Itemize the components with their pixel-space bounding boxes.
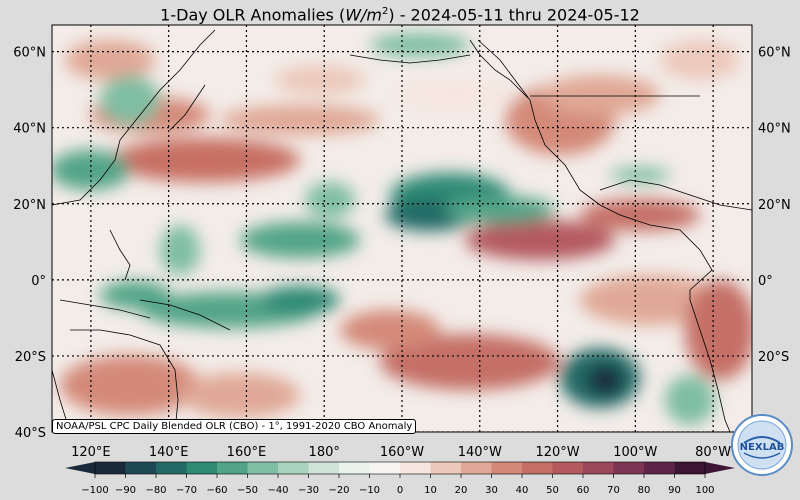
lat-label-left: 40°S <box>15 426 46 441</box>
colorbar-tick-label: 60 <box>577 485 590 496</box>
lon-label: 140°E <box>149 445 189 460</box>
data-source-credit: NOAA/PSL CPC Daily Blended OLR (CBO) - 1… <box>52 419 417 434</box>
colorbar-segment <box>583 462 614 474</box>
colorbar-segment <box>430 462 462 474</box>
colorbar-tick-label: 100 <box>695 485 714 496</box>
lon-label: 80°W <box>695 445 731 460</box>
colorbar-segment <box>339 462 370 474</box>
lat-label-left: 20°S <box>15 350 46 365</box>
lat-label-right: 40°N <box>758 122 791 137</box>
colorbar-tick-label: 10 <box>424 485 437 496</box>
colorbar-segment <box>369 462 401 474</box>
colorbar-segment <box>156 462 187 474</box>
colorbar-segment <box>125 462 157 474</box>
lat-label-left: 0° <box>31 274 46 289</box>
lon-label: 140°W <box>458 445 502 460</box>
nexlab-logo: NEXLAB <box>730 413 794 477</box>
colorbar-tick-label: −30 <box>298 485 319 496</box>
anomaly-field <box>52 33 752 425</box>
colorbar-tick-label: 20 <box>455 485 468 496</box>
colorbar-tick-label: −40 <box>267 485 288 496</box>
map-title: 1-Day OLR Anomalies (W/m2) - 2024-05-11 … <box>160 5 640 25</box>
coastlines <box>52 29 752 432</box>
colorbar-tick-label: 0 <box>397 485 403 496</box>
colorbar-tick-label: 40 <box>516 485 529 496</box>
colorbar-segment <box>186 462 218 474</box>
colorbar-tick-label: −10 <box>359 485 380 496</box>
colorbar-tick-label: 90 <box>668 485 681 496</box>
colorbar-high-extend <box>705 462 735 474</box>
colorbar-segment <box>674 462 706 474</box>
colorbar-segment <box>491 462 523 474</box>
colorbar-tick-label: −50 <box>237 485 258 496</box>
colorbar-tick-label: −20 <box>328 485 349 496</box>
colorbar-segment <box>95 462 126 474</box>
lon-label: 160°E <box>227 445 267 460</box>
svg-text:NEXLAB: NEXLAB <box>740 442 785 453</box>
colorbar-segment <box>308 462 340 474</box>
latitude-labels-left: 60°N 40°N 20°N 0° 20°S 40°S <box>13 46 46 441</box>
colorbar-tick-label: 80 <box>638 485 651 496</box>
lat-label-right: 20°S <box>758 350 789 365</box>
colorbar-segment <box>217 462 248 474</box>
colorbar-tick-label: −70 <box>176 485 197 496</box>
colorbar-segment <box>278 462 309 474</box>
latitude-labels-right: 60°N40°N20°N0°20°S40°S <box>758 46 791 441</box>
lon-label: 180° <box>309 445 340 460</box>
graticule <box>52 25 752 432</box>
colorbar-tick-label: 30 <box>485 485 498 496</box>
lat-label-right: 20°N <box>758 198 791 213</box>
colorbar-low-extend <box>65 462 95 474</box>
colorbar: −100 −90 −80 −70 −60 −50 −40 −30 −20 −10 0 10 20 30 40… <box>65 461 735 496</box>
colorbar-tick-label: −80 <box>145 485 166 496</box>
colorbar-segment <box>400 462 431 474</box>
colorbar-segment <box>522 462 553 474</box>
colorbar-segment <box>461 462 492 474</box>
colorbar-segment <box>552 462 584 474</box>
lat-label-left: 20°N <box>13 198 46 213</box>
colorbar-segment <box>613 462 645 474</box>
map-panel <box>52 25 752 432</box>
lat-label-right: 0° <box>758 274 773 289</box>
colorbar-tick-label: −100 <box>81 485 108 496</box>
longitude-labels: 120°E 140°E 160°E 180° 160°W 140°W 120°W 100°W 8… <box>71 445 731 460</box>
lon-label: 160°W <box>380 445 424 460</box>
lon-label: 120°E <box>71 445 111 460</box>
lon-label: 100°W <box>613 445 657 460</box>
colorbar-segment <box>644 462 675 474</box>
colorbar-tick-label: −60 <box>206 485 227 496</box>
lat-label-right: 60°N <box>758 46 791 61</box>
lat-label-left: 40°N <box>13 122 46 137</box>
lon-label: 120°W <box>535 445 579 460</box>
colorbar-tick-label: 70 <box>607 485 620 496</box>
colorbar-tick-label: −90 <box>115 485 136 496</box>
colorbar-segment <box>247 462 279 474</box>
colorbar-tick-label: 50 <box>546 485 559 496</box>
lat-label-left: 60°N <box>13 46 46 61</box>
